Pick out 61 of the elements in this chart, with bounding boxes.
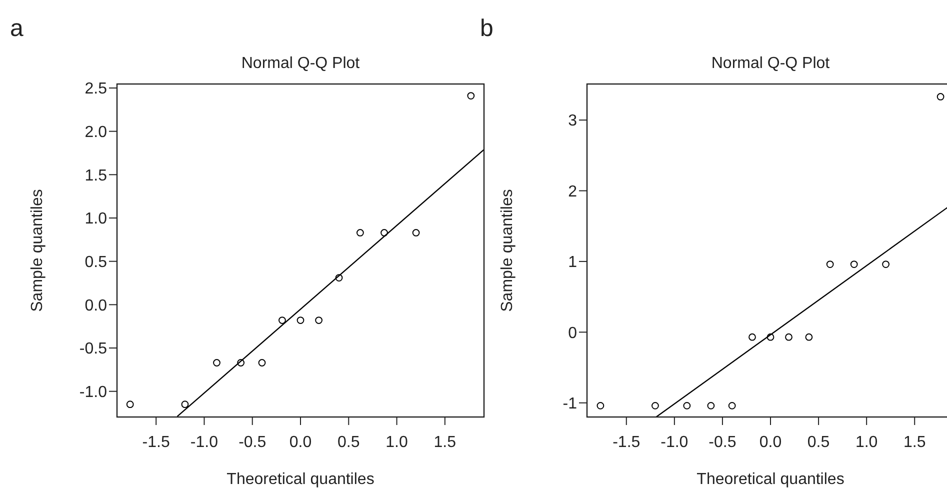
y-axis-title: Sample quantiles bbox=[499, 189, 516, 312]
point bbox=[652, 402, 659, 410]
chart-title: Normal Q-Q Plot bbox=[711, 55, 830, 72]
x-tick-label: -0.5 bbox=[238, 434, 266, 451]
y-tick-label: 2.5 bbox=[84, 80, 108, 98]
point bbox=[805, 333, 813, 341]
point bbox=[335, 274, 343, 282]
point bbox=[467, 92, 475, 100]
x-tick-label: -1.0 bbox=[190, 434, 218, 451]
x-tick-label: 0.5 bbox=[338, 434, 360, 451]
y-tick-label: -1.0 bbox=[79, 384, 108, 401]
x-tick-label: 1.0 bbox=[855, 434, 878, 451]
y-tick-label: -1 bbox=[562, 395, 578, 412]
point bbox=[278, 316, 286, 324]
point bbox=[296, 316, 304, 324]
chart-title: Normal Q-Q Plot bbox=[241, 55, 360, 72]
x-tick-label: 1.5 bbox=[434, 434, 456, 451]
x-tick-label: 0.0 bbox=[759, 434, 782, 451]
point bbox=[785, 333, 792, 341]
y-tick-label: 0.0 bbox=[84, 297, 108, 314]
point bbox=[826, 260, 834, 268]
point bbox=[237, 359, 245, 366]
point bbox=[596, 402, 604, 410]
point bbox=[258, 359, 266, 366]
x-tick-label: 1.5 bbox=[903, 434, 926, 451]
point bbox=[412, 229, 420, 236]
y-tick-label: 0 bbox=[568, 324, 578, 342]
point bbox=[315, 316, 322, 324]
point bbox=[936, 93, 944, 100]
point bbox=[356, 229, 364, 236]
x-tick-label: -0.5 bbox=[708, 434, 736, 451]
y-tick-label: 0.5 bbox=[84, 254, 108, 271]
point bbox=[850, 260, 858, 268]
y-tick-label: 1.0 bbox=[84, 210, 108, 228]
y-tick-label: 1.5 bbox=[84, 167, 108, 184]
point bbox=[748, 333, 756, 341]
point bbox=[766, 333, 774, 341]
y-tick-label: 3 bbox=[568, 112, 578, 130]
point bbox=[683, 402, 691, 410]
y-tick-label: 1 bbox=[568, 254, 578, 272]
x-tick-label: -1.0 bbox=[660, 434, 688, 451]
text: b bbox=[480, 15, 494, 42]
point bbox=[380, 229, 388, 236]
x-tick-label: 1.0 bbox=[386, 434, 408, 451]
point bbox=[126, 400, 134, 408]
x-tick-label: -1.5 bbox=[142, 434, 170, 451]
x-axis-title: Theoretical quantiles bbox=[226, 471, 374, 488]
point bbox=[728, 402, 736, 410]
x-tick-label: -1.5 bbox=[612, 434, 640, 451]
x-tick-label: 0.0 bbox=[289, 434, 312, 451]
y-tick-label: 2.0 bbox=[84, 124, 108, 141]
y-tick-label: -0.5 bbox=[79, 340, 108, 358]
x-tick-label: 0.5 bbox=[807, 434, 830, 451]
text: a bbox=[10, 15, 24, 42]
point bbox=[213, 359, 220, 366]
point bbox=[882, 260, 890, 268]
point bbox=[707, 402, 715, 410]
y-tick-label: 2 bbox=[568, 183, 578, 200]
y-axis-title: Sample quantiles bbox=[29, 189, 46, 312]
x-axis-title: Theoretical quantiles bbox=[696, 471, 844, 488]
point bbox=[181, 400, 189, 408]
